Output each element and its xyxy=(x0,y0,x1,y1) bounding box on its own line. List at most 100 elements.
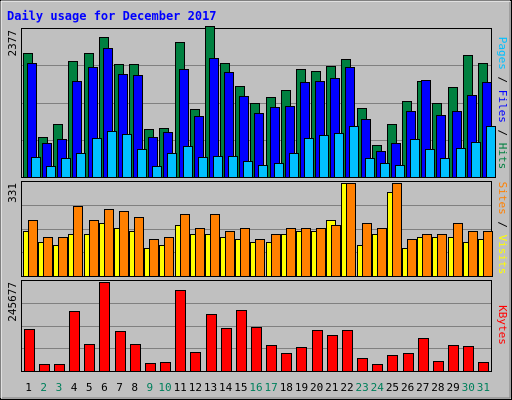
sites-visits-bar-sites-day-1 xyxy=(28,220,38,277)
sites-visits-bar-sites-day-28 xyxy=(437,234,447,277)
pages-files-hits-bar-pages-day-5 xyxy=(92,138,102,178)
sites-visits-bar-sites-day-23 xyxy=(362,223,372,277)
day-label-1: 1 xyxy=(25,381,32,394)
pages-files-hits-panel: 2377 Pages / Files / Hits xyxy=(6,26,509,178)
day-label-30: 30 xyxy=(462,381,475,394)
day-label-23: 23 xyxy=(356,381,369,394)
kbytes-bar-kbytes-day-31 xyxy=(478,362,489,372)
day-label-9: 9 xyxy=(147,381,154,394)
pages-files-hits-bar-pages-day-14 xyxy=(228,156,238,178)
pages-files-hits-bar-pages-day-18 xyxy=(289,153,299,178)
day-axis: 1 2 3 4 5 6 7 8 9 10 11 12 13 14 15 16 17 18 19 20 21 22 23 24 2… xyxy=(25,381,490,394)
kbytes-bar-kbytes-day-21 xyxy=(327,335,338,372)
day-label-24: 24 xyxy=(371,381,385,394)
pages-files-hits-bar-pages-day-25 xyxy=(395,165,405,178)
sites-visits-bar-sites-day-29 xyxy=(453,223,463,277)
day-label-25: 25 xyxy=(386,381,399,394)
sites-visits-bar-sites-day-18 xyxy=(286,228,296,277)
kbytes-bar-kbytes-day-30 xyxy=(463,346,474,372)
day-label-11: 11 xyxy=(174,381,187,394)
sites-visits-bar-sites-day-21 xyxy=(331,225,341,277)
pages-files-hits-bar-pages-day-8 xyxy=(137,149,147,178)
day-label-20: 20 xyxy=(310,381,323,394)
day-label-7: 7 xyxy=(116,381,123,394)
kbytes-bar-kbytes-day-3 xyxy=(54,364,65,372)
sites-visits-bar-sites-day-3 xyxy=(58,237,68,277)
kbytes-bar-kbytes-day-9 xyxy=(145,363,156,372)
pages-files-hits-ymax-label: 2377 xyxy=(6,30,19,57)
sites-visits-bar-sites-day-14 xyxy=(225,231,235,277)
day-label-2: 2 xyxy=(40,381,47,394)
day-label-26: 26 xyxy=(401,381,414,394)
sites-visits-bar-sites-day-17 xyxy=(271,234,281,277)
pages-files-hits-bar-pages-day-13 xyxy=(213,156,223,178)
kbytes-bar-kbytes-day-5 xyxy=(84,344,95,372)
sites-visits-bar-sites-day-20 xyxy=(316,228,326,277)
kbytes-bar-kbytes-day-13 xyxy=(206,314,217,372)
kbytes-bar-kbytes-day-12 xyxy=(190,352,201,372)
day-label-14: 14 xyxy=(219,381,233,394)
day-label-31: 31 xyxy=(477,381,490,394)
legend-files: Files xyxy=(496,90,509,123)
pages-files-hits-bar-pages-day-10 xyxy=(167,153,177,178)
pages-files-hits-bar-pages-day-2 xyxy=(46,166,56,178)
kbytes-bar-kbytes-day-29 xyxy=(448,345,459,372)
pages-files-hits-bar-pages-day-15 xyxy=(243,161,253,178)
pages-files-hits-bar-pages-day-16 xyxy=(258,165,268,178)
pages-files-hits-bar-pages-day-24 xyxy=(380,163,390,178)
day-label-28: 28 xyxy=(431,381,444,394)
day-label-8: 8 xyxy=(131,381,138,394)
day-label-12: 12 xyxy=(189,381,202,394)
sites-visits-bar-sites-day-16 xyxy=(255,239,265,277)
sites-visits-bar-sites-day-24 xyxy=(377,228,387,277)
pages-files-hits-bar-pages-day-9 xyxy=(152,166,162,178)
kbytes-bar-kbytes-day-11 xyxy=(175,290,186,372)
day-label-27: 27 xyxy=(416,381,429,394)
kbytes-bar-kbytes-day-14 xyxy=(221,328,232,372)
sites-visits-bar-sites-day-5 xyxy=(89,220,99,277)
legend-separator: / xyxy=(496,215,509,235)
day-label-13: 13 xyxy=(204,381,217,394)
sites-visits-ymax-label: 331 xyxy=(6,183,19,203)
day-label-29: 29 xyxy=(446,381,459,394)
pages-files-hits-bar-pages-day-1 xyxy=(31,157,41,178)
kbytes-bar-kbytes-day-25 xyxy=(387,355,398,372)
pages-files-hits-bar-pages-day-19 xyxy=(304,138,314,178)
sites-visits-bar-sites-day-26 xyxy=(407,239,417,277)
pages-files-hits-bar-pages-day-23 xyxy=(365,158,375,178)
sites-visits-bar-sites-day-9 xyxy=(149,239,159,277)
kbytes-bar-kbytes-day-10 xyxy=(160,362,171,372)
pages-files-hits-bar-pages-day-4 xyxy=(76,153,86,178)
sites-visits-bar-sites-day-31 xyxy=(483,231,493,277)
pages-files-hits-bar-pages-day-7 xyxy=(122,134,132,178)
kbytes-bar-kbytes-day-26 xyxy=(403,353,414,372)
sites-visits-bar-sites-day-11 xyxy=(180,214,190,277)
day-label-4: 4 xyxy=(71,381,78,394)
pages-files-hits-bar-pages-day-29 xyxy=(456,148,466,178)
kbytes-bar-kbytes-day-16 xyxy=(251,327,262,372)
pages-files-hits-bar-pages-day-28 xyxy=(440,158,450,178)
legend-visits: Visits xyxy=(496,235,509,275)
pages-files-hits-bar-pages-day-27 xyxy=(425,149,435,178)
day-label-18: 18 xyxy=(280,381,293,394)
kbytes-legend: KBytes xyxy=(496,305,509,345)
legend-separator: / xyxy=(496,123,509,143)
kbytes-bar-kbytes-day-28 xyxy=(433,361,444,372)
pages-files-hits-bar-pages-day-26 xyxy=(410,139,420,178)
sites-visits-bar-sites-day-2 xyxy=(43,237,53,277)
kbytes-bar-kbytes-day-8 xyxy=(130,344,141,372)
day-label-22: 22 xyxy=(340,381,353,394)
day-label-19: 19 xyxy=(295,381,308,394)
kbytes-bar-kbytes-day-2 xyxy=(39,364,50,372)
sites-visits-bar-sites-day-8 xyxy=(134,217,144,277)
pages-files-hits-bar-pages-day-3 xyxy=(61,158,71,178)
sites-visits-bar-sites-day-4 xyxy=(73,206,83,277)
day-label-6: 6 xyxy=(101,381,108,394)
kbytes-bar-kbytes-day-6 xyxy=(99,282,110,372)
kbytes-bar-kbytes-day-20 xyxy=(312,330,323,372)
kbytes-bar-kbytes-day-1 xyxy=(24,329,35,372)
pages-files-hits-bar-pages-day-31 xyxy=(486,126,496,178)
kbytes-bar-kbytes-day-22 xyxy=(342,330,353,372)
